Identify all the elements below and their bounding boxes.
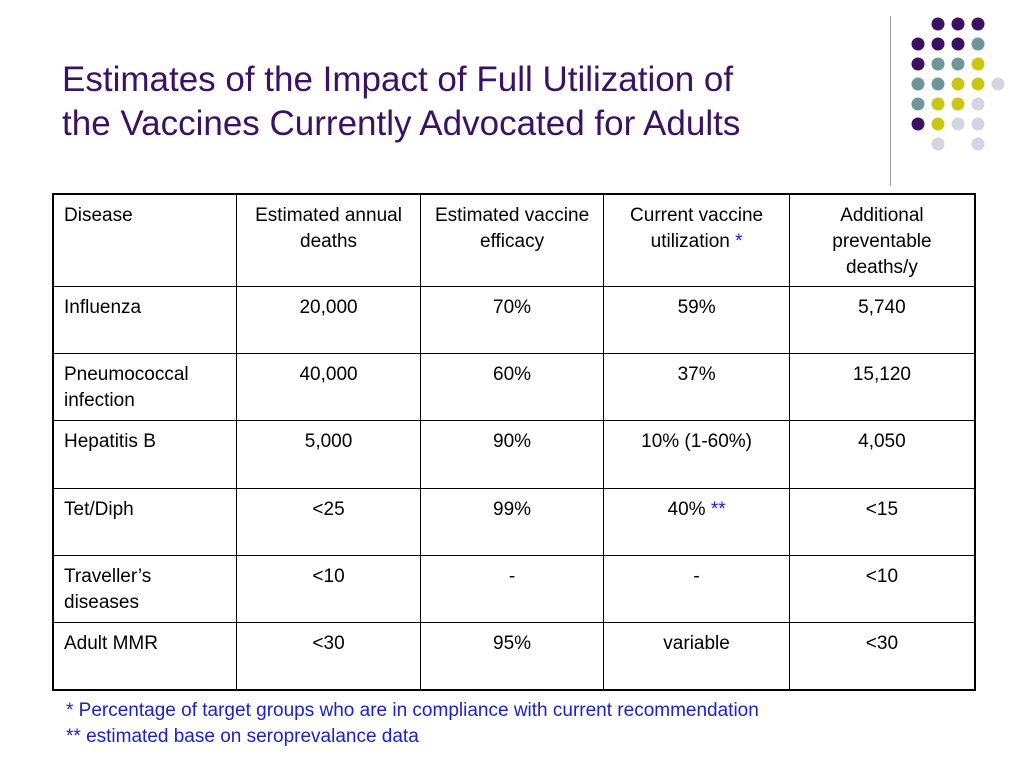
header-utilization-marker: * [735,231,743,252]
decorative-dot [951,17,965,31]
cell-disease: Hepatitis B [52,420,238,489]
cell-disease: Influenza [52,285,238,355]
table-row: Tet/Diph <25 99% 40% ** <15 [52,487,976,556]
cell-annual-deaths: 20,000 [236,285,421,355]
decorative-dot [971,117,985,131]
vaccine-impact-table: Disease Estimated annual deaths Estimate… [52,193,976,691]
cell-utilization: - [603,554,790,624]
utilization-value: 10% (1-60%) [641,431,753,453]
decorative-dot [931,77,945,91]
decorative-dot [931,57,945,71]
slide-title: Estimates of the Impact of Full Utilizat… [62,58,862,146]
decorative-dot [911,97,925,111]
cell-preventable-deaths: 4,050 [788,420,976,489]
cell-preventable-deaths: <30 [788,622,976,691]
cell-vaccine-efficacy: 99% [419,487,605,556]
cell-disease: Pneumococcal infection [52,353,238,422]
table-row: Pneumococcal infection 40,000 60% 37% 15,120 [52,353,976,422]
decorative-dot [911,57,925,71]
decorative-divider [890,16,891,186]
header-utilization-cell: Current vaccine utilization * [603,193,790,287]
cell-disease: Adult MMR [52,622,238,691]
decorative-dot [911,117,925,131]
decorative-dot [911,37,925,51]
decorative-dot [931,37,945,51]
decorative-dot [991,77,1005,91]
cell-vaccine-efficacy: 90% [419,420,605,489]
cell-utilization: 40% ** [603,487,790,556]
decorative-dot [971,77,985,91]
utilization-marker: ** [710,498,726,520]
cell-vaccine-efficacy: - [419,554,605,624]
table-row: Hepatitis B 5,000 90% 10% (1-60%) 4,050 [52,420,976,489]
cell-disease: Traveller’s diseases [52,554,238,624]
decorative-dot [971,137,985,151]
cell-annual-deaths: 40,000 [236,353,421,422]
decorative-dot-grid [911,17,1005,151]
table-header-row: Disease Estimated annual deaths Estimate… [52,193,976,287]
utilization-value: 37% [677,364,716,386]
cell-annual-deaths: <30 [236,622,421,691]
decorative-dot [931,137,945,151]
cell-disease: Tet/Diph [52,487,238,556]
header-vaccine-efficacy: Estimated vaccine efficacy [419,193,605,287]
decorative-dot [931,97,945,111]
slide-title-line-2: the Vaccines Currently Advocated for Adu… [62,104,741,143]
cell-utilization: 59% [603,285,790,355]
cell-utilization: 10% (1-60%) [603,420,790,489]
utilization-value: variable [663,633,730,655]
cell-annual-deaths: <25 [236,487,421,556]
cell-preventable-deaths: 15,120 [788,353,976,422]
table-row: Influenza 20,000 70% 59% 5,740 [52,285,976,355]
footnote-seroprevalence: ** estimated base on seroprevalance data [66,726,419,747]
cell-utilization: variable [603,622,790,691]
cell-utilization: 37% [603,353,790,422]
decorative-dot [951,37,965,51]
header-utilization: Current vaccine utilization [630,205,764,252]
header-disease: Disease [52,193,238,287]
cell-preventable-deaths: <10 [788,554,976,624]
table-row: Adult MMR <30 95% variable <30 [52,622,976,691]
footnote-utilization: * Percentage of target groups who are in… [66,700,759,721]
cell-annual-deaths: <10 [236,554,421,624]
cell-preventable-deaths: <15 [788,487,976,556]
decorative-dot [931,117,945,131]
decorative-dot [971,37,985,51]
table-row: Traveller’s diseases <10- - <10 [52,554,976,624]
header-annual-deaths: Estimated annual deaths [236,193,421,287]
utilization-value: 40% [667,498,706,520]
slide-title-line-1: Estimates of the Impact of Full Utilizat… [62,60,734,99]
cell-annual-deaths: 5,000 [236,420,421,489]
decorative-dot [971,97,985,111]
decorative-dot [951,77,965,91]
footnotes: * Percentage of target groups who are in… [66,698,759,750]
decorative-dot [951,117,965,131]
cell-preventable-deaths: 5,740 [788,285,976,355]
utilization-value: - [693,565,700,587]
decorative-dot [951,97,965,111]
decorative-dot [911,77,925,91]
header-preventable-deaths: Additional preventable deaths/y [788,193,976,287]
decorative-dot [971,17,985,31]
decorative-dot [931,17,945,31]
cell-vaccine-efficacy: 95% [419,622,605,691]
decorative-dot [951,57,965,71]
decorative-dot [971,57,985,71]
cell-vaccine-efficacy: 60% [419,353,605,422]
utilization-value: 59% [677,296,716,318]
cell-vaccine-efficacy: 70% [419,285,605,355]
